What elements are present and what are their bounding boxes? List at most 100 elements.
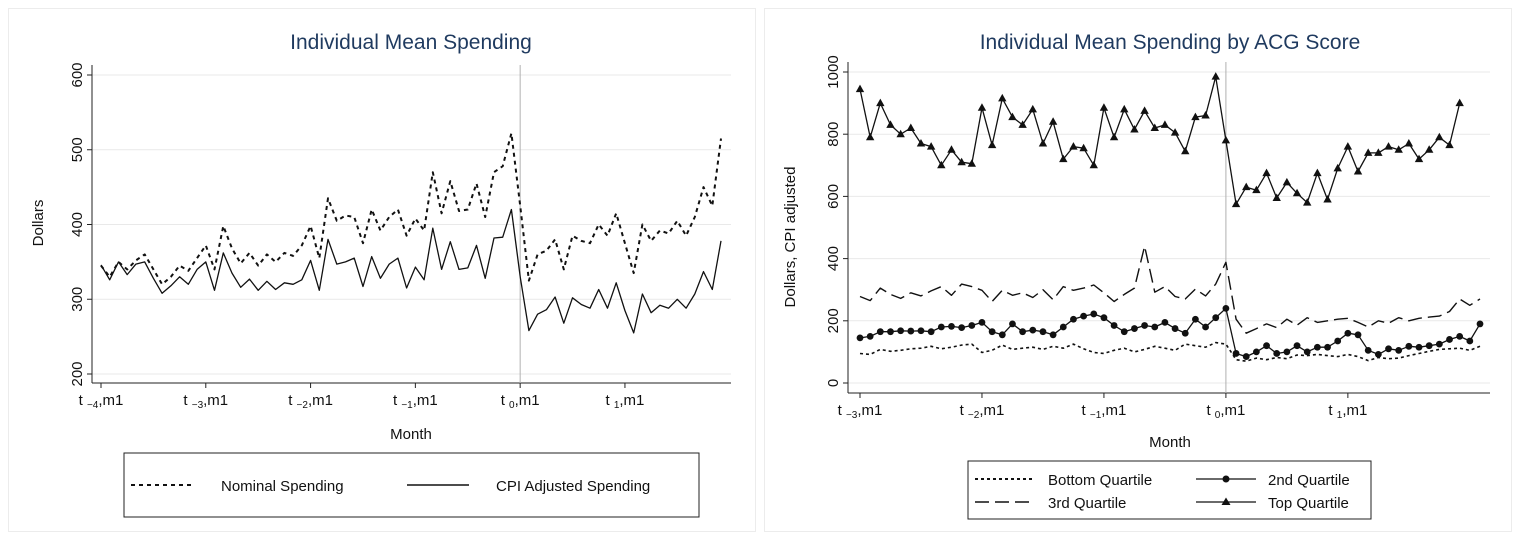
y-tick-label: 300 [69,287,86,312]
data-point [1282,177,1292,186]
data-point [1313,168,1322,177]
data-point [1151,323,1159,331]
data-point [1262,168,1271,177]
data-point [1374,148,1383,156]
legend-label-top: Top Quartile [1268,495,1349,512]
data-point [988,328,996,336]
data-point [937,160,946,169]
legend-marker-top [1221,497,1231,505]
x-tick-label: t 0,m1 [501,392,540,411]
data-point [998,93,1007,102]
data-point [1395,346,1403,354]
data-point [1374,350,1382,358]
data-point [1110,322,1118,329]
data-point [1405,342,1413,350]
data-point [1415,343,1423,351]
data-point [1181,329,1189,337]
data-point [937,323,945,331]
data-point [1385,345,1392,353]
legend-label-2nd: 2nd Quartile [1268,472,1350,489]
data-point [1414,154,1424,163]
data-point [1455,98,1464,107]
data-point [1160,120,1170,128]
data-point [1140,106,1149,114]
data-point [1059,323,1067,331]
data-point [917,327,925,335]
data-point [1466,337,1474,345]
data-point [866,332,874,340]
x-tick-label: t 1,m1 [1328,402,1367,421]
data-point [967,159,977,167]
data-point [1039,328,1047,336]
data-point [927,328,935,336]
data-point [1343,142,1353,150]
data-point [1231,199,1241,208]
data-point [1221,135,1231,144]
data-point [1303,348,1311,356]
x-tick-label: t 0,m1 [1206,402,1245,421]
data-point [855,84,865,93]
series-line-2 [859,245,1481,334]
data-point [1192,315,1199,323]
x-tick-label: t −4,m1 [79,392,124,411]
data-point [1131,325,1138,332]
data-point [1273,350,1281,357]
data-point [1334,337,1342,345]
y-tick-label: 1000 [825,55,842,88]
data-point [948,322,955,330]
plot-area: 200 300 400 500 600 t −4,m1 t −3,m1 t −2,m1 t −1… [69,62,731,411]
data-point [1079,143,1088,152]
legend: Nominal Spending CPI Adjusted Spending [123,452,700,518]
legend-label-bottom: Bottom Quartile [1048,472,1152,489]
y-tick-label: 400 [69,212,86,237]
data-point [1008,112,1017,121]
chart-title: Individual Mean Spending [290,31,532,54]
data-point [1425,342,1433,350]
legend-label-3rd: 3rd Quartile [1048,495,1126,512]
data-point [1263,342,1270,350]
data-point [1476,320,1484,328]
series-line-3 [859,76,1461,205]
x-tick-label: t −3,m1 [838,402,883,421]
data-point [1080,312,1088,320]
data-point [1191,112,1200,121]
y-axis-title: Dollars [30,200,47,247]
legend-marker-2nd [1222,475,1230,483]
data-point [958,324,966,332]
left-chart: Individual Mean Spending Dollars Month 2… [30,31,731,518]
x-tick-label: t −1,m1 [1082,402,1127,421]
data-point [1069,142,1078,150]
data-point [1333,163,1342,172]
data-point [1120,104,1129,113]
data-point [1283,348,1291,356]
data-point [1242,353,1250,360]
data-point [998,331,1006,339]
plot-area: 0 200 400 600 800 1000 t −3,m1 t −2,m1 t −1,m1 t … [825,55,1490,421]
data-point [1353,167,1363,175]
data-point [897,327,905,335]
data-point [1141,322,1148,329]
data-point [1292,188,1302,197]
data-point [1424,145,1434,153]
chart-title: Individual Mean Spending by ACG Score [980,31,1361,54]
series-line-0 [100,132,722,286]
data-point [1018,120,1027,128]
data-point [1070,315,1077,323]
data-point [1038,139,1048,147]
data-point [1109,132,1119,141]
y-tick-label: 600 [69,62,86,87]
data-point [887,328,894,336]
data-point [1446,336,1453,343]
data-point [876,328,884,336]
y-tick-label: 400 [825,246,842,271]
legend: Bottom Quartile 2nd Quartile 3rd Quartil… [967,460,1372,520]
data-point [1049,331,1057,339]
data-point [865,132,875,141]
data-point [1090,310,1098,318]
data-point [926,142,936,150]
left-chart-panel: Individual Mean Spending Dollars Month 2… [8,8,756,532]
data-point [1009,320,1016,328]
data-point [1394,145,1403,153]
y-tick-label: 500 [69,137,86,162]
x-tick-label: t −2,m1 [960,402,1005,421]
